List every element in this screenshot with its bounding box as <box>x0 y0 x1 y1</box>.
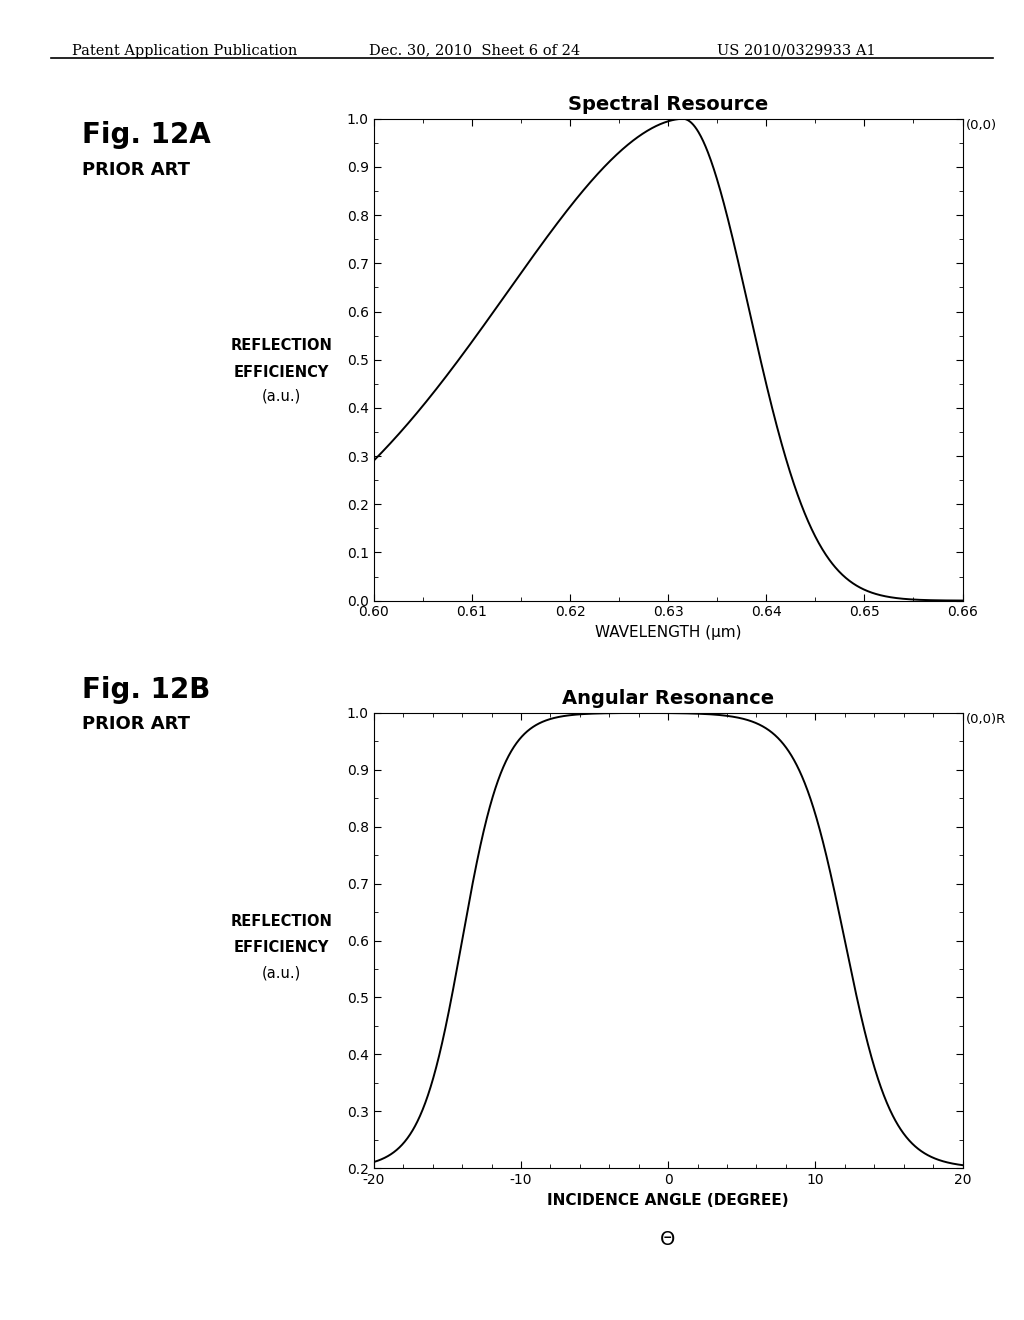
Text: REFLECTION: REFLECTION <box>230 913 333 929</box>
Title: Angular Resonance: Angular Resonance <box>562 689 774 709</box>
Text: PRIOR ART: PRIOR ART <box>82 715 189 734</box>
Text: Fig. 12A: Fig. 12A <box>82 121 211 149</box>
Text: EFFICIENCY: EFFICIENCY <box>233 940 330 956</box>
Text: (a.u.): (a.u.) <box>262 965 301 981</box>
Text: Patent Application Publication: Patent Application Publication <box>72 44 297 58</box>
X-axis label: WAVELENGTH (μm): WAVELENGTH (μm) <box>595 624 741 640</box>
X-axis label: INCIDENCE ANGLE (DEGREE): INCIDENCE ANGLE (DEGREE) <box>548 1192 788 1208</box>
Text: EFFICIENCY: EFFICIENCY <box>233 364 330 380</box>
Text: Θ: Θ <box>659 1230 676 1249</box>
Title: Spectral Resource: Spectral Resource <box>568 95 768 115</box>
Text: PRIOR ART: PRIOR ART <box>82 161 189 180</box>
Text: Fig. 12B: Fig. 12B <box>82 676 210 704</box>
Text: (a.u.): (a.u.) <box>262 388 301 404</box>
Text: REFLECTION: REFLECTION <box>230 338 333 354</box>
Text: (0,0): (0,0) <box>966 119 996 132</box>
Text: US 2010/0329933 A1: US 2010/0329933 A1 <box>717 44 876 58</box>
Text: (0,0)R: (0,0)R <box>966 713 1006 726</box>
Text: Dec. 30, 2010  Sheet 6 of 24: Dec. 30, 2010 Sheet 6 of 24 <box>369 44 580 58</box>
